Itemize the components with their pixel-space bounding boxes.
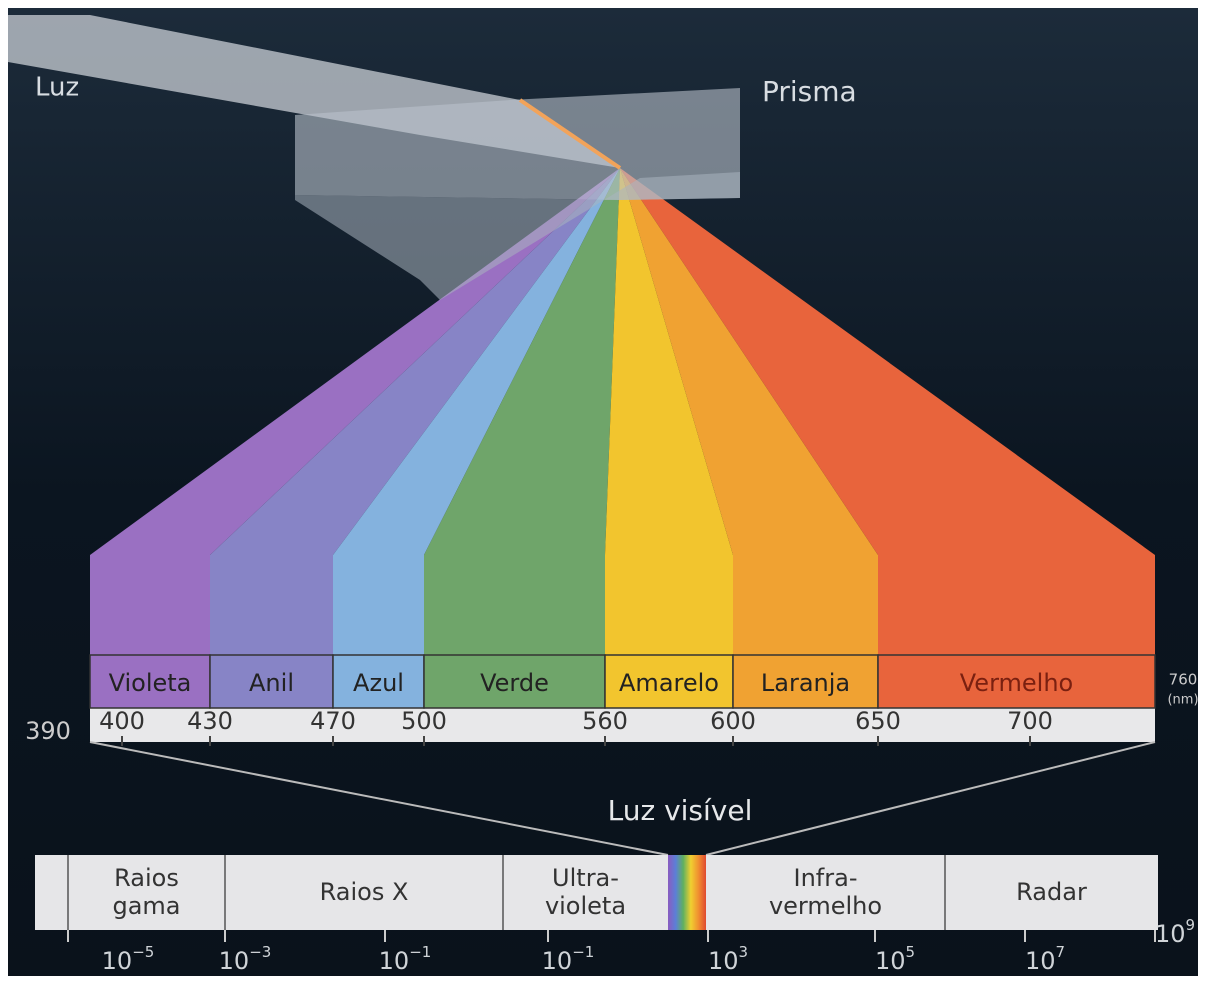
region-label: Radar (1016, 878, 1087, 906)
band-label: Verde (480, 669, 549, 697)
spectrum-fan (90, 168, 1155, 655)
fan-band (605, 168, 733, 655)
exponent-label: 109 (1155, 916, 1195, 949)
wavelength-label: 760 (1169, 671, 1198, 689)
wavelength-label: 650 (855, 707, 901, 735)
light-label: Luz (35, 73, 79, 103)
band-label: Azul (353, 669, 404, 697)
wavelength-label: 400 (99, 707, 145, 735)
exponent: 9 (1186, 916, 1196, 934)
exponent: −1 (572, 943, 594, 961)
wavelength-scale (90, 708, 1155, 742)
prism-label: Prisma (762, 75, 857, 108)
band-label: Anil (249, 669, 294, 697)
region-label: violeta (545, 892, 626, 920)
zoom-line (705, 741, 1156, 856)
band-box (209, 654, 334, 709)
exponent-label: 10−1 (379, 943, 432, 976)
band-label: Laranja (761, 669, 850, 697)
em-spectrum-bar (35, 855, 1158, 930)
fan-band (424, 168, 620, 655)
fan-band (90, 168, 620, 655)
region-label: gama (112, 892, 180, 920)
prism (295, 88, 740, 200)
band-box (89, 654, 211, 709)
exponent: −5 (132, 943, 154, 961)
exponent-label: 105 (875, 943, 915, 976)
wavelength-label: 390 (25, 717, 71, 745)
prism-base (295, 172, 740, 300)
base: 10 (542, 947, 573, 975)
exponent-label: 107 (1025, 943, 1065, 976)
wavelength-label: 700 (1007, 707, 1053, 735)
refracted-ray (518, 98, 622, 170)
fan-band (333, 168, 620, 655)
region-label: vermelho (769, 892, 882, 920)
exponent: −3 (249, 943, 271, 961)
band-box (423, 654, 606, 709)
exponent: −1 (409, 943, 431, 961)
unit-label: (nm) (1167, 693, 1198, 708)
band-box (732, 654, 879, 709)
exponent-label: 10−1 (542, 943, 595, 976)
exponent-label: 10−5 (102, 943, 155, 976)
base: 10 (708, 947, 739, 975)
base: 10 (875, 947, 906, 975)
fan-band (620, 168, 1155, 655)
region-label: Infra- (794, 864, 858, 892)
region-label: Raios (114, 864, 179, 892)
wavelength-label: 470 (310, 707, 356, 735)
region-label: Raios X (320, 878, 409, 906)
fan-band (210, 168, 620, 655)
band-box (332, 654, 425, 709)
band-box (877, 654, 1156, 709)
base: 10 (1025, 947, 1056, 975)
labels: Violeta Anil Azul Verde Amarelo Laranja Vermel… (25, 654, 1199, 976)
wavelength-label: 430 (187, 707, 233, 735)
band-label: Amarelo (619, 669, 719, 697)
visible-strip (668, 855, 706, 930)
region-label: Ultra- (552, 864, 619, 892)
visible-light-label: Luz visível (608, 794, 753, 827)
band-label: Vermelho (960, 669, 1073, 697)
fan-band (620, 168, 878, 655)
exponent-label: 10−3 (219, 943, 272, 976)
exponent: 5 (906, 943, 916, 961)
base: 10 (1155, 920, 1186, 948)
base: 10 (219, 947, 250, 975)
wavelength-label: 600 (710, 707, 756, 735)
band-label: Violeta (109, 669, 192, 697)
wavelength-label: 560 (582, 707, 628, 735)
zoom-line (89, 741, 669, 856)
base: 10 (379, 947, 410, 975)
exponent: 3 (739, 943, 749, 961)
exponent: 7 (1056, 943, 1066, 961)
wavelength-label: 500 (401, 707, 447, 735)
base: 10 (102, 947, 133, 975)
exponent-label: 103 (708, 943, 748, 976)
